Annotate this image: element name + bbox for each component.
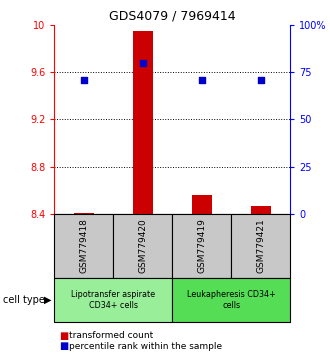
- Text: ■: ■: [59, 341, 69, 351]
- Text: GSM779421: GSM779421: [256, 219, 265, 273]
- Text: GSM779418: GSM779418: [80, 218, 88, 274]
- Bar: [74, 213, 94, 214]
- Bar: [192, 195, 212, 214]
- Bar: [133, 31, 153, 214]
- Text: ▶: ▶: [44, 295, 51, 305]
- Bar: [250, 206, 271, 214]
- Bar: [54, 278, 172, 322]
- Text: Leukapheresis CD34+
cells: Leukapheresis CD34+ cells: [187, 290, 276, 310]
- Point: [258, 77, 264, 82]
- Text: cell type: cell type: [3, 295, 45, 305]
- Point: [140, 60, 146, 65]
- Title: GDS4079 / 7969414: GDS4079 / 7969414: [109, 9, 236, 22]
- Bar: [231, 214, 290, 278]
- Text: Lipotransfer aspirate
CD34+ cells: Lipotransfer aspirate CD34+ cells: [71, 290, 155, 310]
- Text: GSM779419: GSM779419: [197, 218, 207, 274]
- Bar: [172, 278, 290, 322]
- Text: transformed count: transformed count: [69, 331, 153, 340]
- Bar: [114, 214, 173, 278]
- Text: ■: ■: [59, 331, 69, 341]
- Bar: [172, 214, 231, 278]
- Point: [199, 77, 205, 82]
- Text: percentile rank within the sample: percentile rank within the sample: [69, 342, 222, 351]
- Point: [81, 77, 86, 82]
- Bar: [54, 214, 114, 278]
- Text: GSM779420: GSM779420: [138, 219, 148, 273]
